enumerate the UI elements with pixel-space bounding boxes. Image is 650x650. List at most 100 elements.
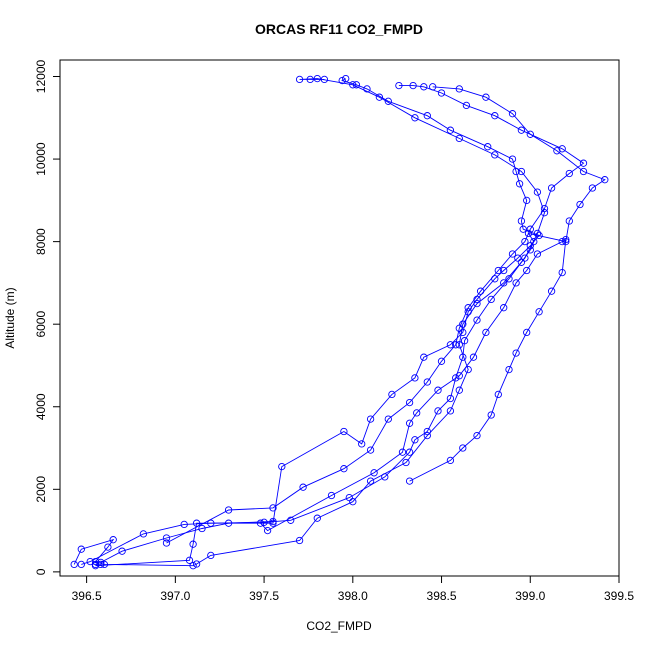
data-point <box>295 75 304 84</box>
data-point <box>505 365 513 374</box>
data-point <box>494 390 502 399</box>
y-tick-label: 6000 <box>34 311 48 338</box>
data-point <box>464 304 472 312</box>
data-point <box>411 114 419 122</box>
data-point <box>455 324 463 332</box>
data-point <box>109 536 117 544</box>
data-point <box>224 506 233 514</box>
data-point <box>180 520 188 529</box>
data-point <box>287 516 295 524</box>
data-point <box>459 444 467 452</box>
data-point <box>469 353 478 361</box>
data-point <box>526 130 534 138</box>
data-point <box>342 74 350 83</box>
data-point <box>420 83 428 91</box>
data-point <box>423 112 431 120</box>
data-point <box>192 560 201 568</box>
data-point <box>423 378 431 386</box>
data-point <box>521 237 529 246</box>
data-point <box>547 287 556 295</box>
x-tick-label: 398.5 <box>427 589 457 603</box>
data-point <box>381 473 389 481</box>
data-point <box>345 493 353 502</box>
data-point <box>437 357 446 365</box>
data-point <box>526 246 534 254</box>
data-point <box>473 431 481 440</box>
data-point <box>363 85 371 93</box>
data-point <box>601 176 609 184</box>
data-point <box>139 530 148 538</box>
series-5 <box>162 81 588 547</box>
data-point <box>263 526 272 535</box>
series-layer <box>70 74 609 570</box>
data-point <box>460 337 469 345</box>
series-line <box>81 86 606 565</box>
data-point <box>340 427 348 436</box>
data-point <box>366 477 375 485</box>
data-point <box>526 242 534 250</box>
data-point <box>484 143 492 151</box>
data-point <box>452 341 460 349</box>
data-point <box>487 295 495 304</box>
data-point <box>562 235 570 244</box>
data-point <box>446 456 455 465</box>
data-point <box>517 217 526 225</box>
data-point <box>338 76 346 85</box>
series-2 <box>77 83 609 569</box>
series-line <box>95 78 540 567</box>
data-point <box>517 167 526 176</box>
data-point <box>437 89 446 97</box>
data-point <box>358 440 366 448</box>
data-point <box>533 250 542 258</box>
data-point <box>462 101 471 110</box>
data-point <box>565 169 573 178</box>
data-point <box>482 93 490 101</box>
y-tick-label: 10000 <box>34 142 48 176</box>
data-point <box>512 279 520 287</box>
data-point <box>198 524 206 533</box>
x-tick-label: 399.0 <box>515 589 545 603</box>
data-point <box>295 536 304 545</box>
data-point <box>70 560 78 569</box>
x-tick-label: 398.0 <box>338 589 368 603</box>
data-point <box>446 126 455 134</box>
data-point <box>505 275 513 283</box>
data-point <box>299 483 307 491</box>
data-point <box>340 465 348 473</box>
data-point <box>366 446 375 454</box>
data-point <box>512 167 520 176</box>
data-point <box>384 97 392 105</box>
data-point <box>579 167 588 176</box>
data-point <box>306 75 314 84</box>
data-point <box>185 556 194 564</box>
data-point <box>411 436 419 444</box>
data-point <box>494 266 502 275</box>
data-point <box>517 258 526 266</box>
data-point <box>524 229 533 238</box>
data-point <box>77 560 85 569</box>
data-point <box>420 353 428 361</box>
data-point <box>434 407 442 415</box>
data-point <box>411 374 419 382</box>
x-tick-label: 397.0 <box>160 589 190 603</box>
data-point <box>405 398 414 407</box>
data-point <box>500 266 508 275</box>
data-point <box>162 534 171 542</box>
data-point <box>278 462 286 471</box>
data-point <box>405 477 414 485</box>
data-point <box>491 112 499 120</box>
data-point <box>405 448 414 456</box>
x-tick-label: 399.5 <box>604 589 634 603</box>
data-point <box>455 85 463 93</box>
data-point <box>104 543 112 551</box>
y-axis: 0 2000 4000 6000 8000 10000 12000 <box>34 60 61 575</box>
data-point <box>189 540 197 548</box>
data-point <box>558 237 566 246</box>
y-tick-label: 0 <box>34 568 48 575</box>
data-point <box>313 514 321 522</box>
x-axis: 396.5 397.0 397.5 398.0 398.5 399.0 399.5 <box>72 575 634 603</box>
data-point <box>189 562 197 570</box>
data-point <box>207 551 215 560</box>
data-point <box>491 151 499 159</box>
